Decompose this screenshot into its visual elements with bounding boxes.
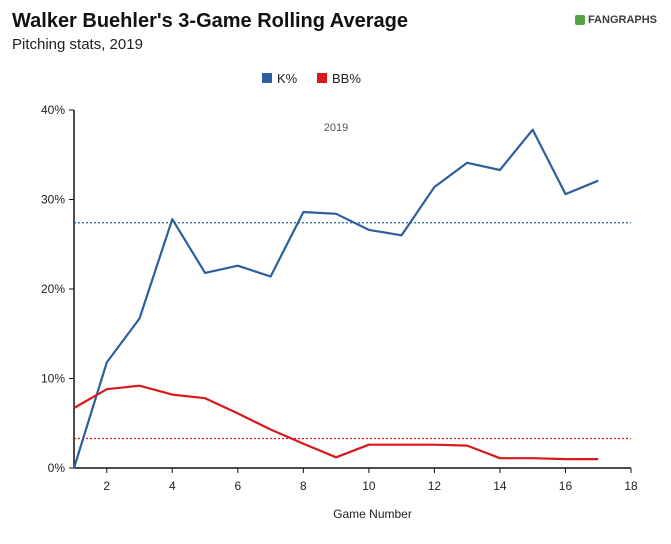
k-pct-series-line	[72, 128, 599, 469]
chart-title: Walker Buehler's 3-Game Rolling Average	[12, 10, 408, 32]
x-tick-label: 18	[624, 479, 638, 493]
x-tick-label: 6	[234, 479, 241, 493]
x-tick-label: 16	[559, 479, 573, 493]
fangraphs-logo[interactable]: FANGRAPHS	[574, 14, 657, 26]
x-tick-label: 10	[362, 479, 376, 493]
fangraphs-leaf-icon	[574, 15, 585, 25]
legend-label-bb-pct: BB%	[332, 71, 361, 86]
y-tick-label: 30%	[41, 193, 65, 207]
y-tick-label: 40%	[41, 103, 65, 117]
legend-swatch-k-pct	[262, 73, 272, 83]
y-tick-label: 10%	[41, 372, 65, 386]
bb-pct-series-line	[73, 384, 599, 461]
y-tick-label: 0%	[48, 461, 66, 475]
x-axis-title: Game Number	[333, 507, 412, 521]
x-tick-label: 4	[169, 479, 176, 493]
y-tick-label: 20%	[41, 282, 65, 296]
x-tick-label: 12	[428, 479, 442, 493]
chart-subtitle: Pitching stats, 2019	[12, 36, 143, 53]
x-tick-label: 14	[493, 479, 507, 493]
x-tick-label: 2	[103, 479, 110, 493]
x-tick-label: 8	[300, 479, 307, 493]
legend-swatch-bb-pct	[317, 73, 327, 83]
fangraphs-logo-text: FANGRAPHS	[587, 14, 657, 26]
season-annotation: 2019	[324, 122, 348, 134]
legend-label-k-pct: K%	[277, 71, 298, 86]
